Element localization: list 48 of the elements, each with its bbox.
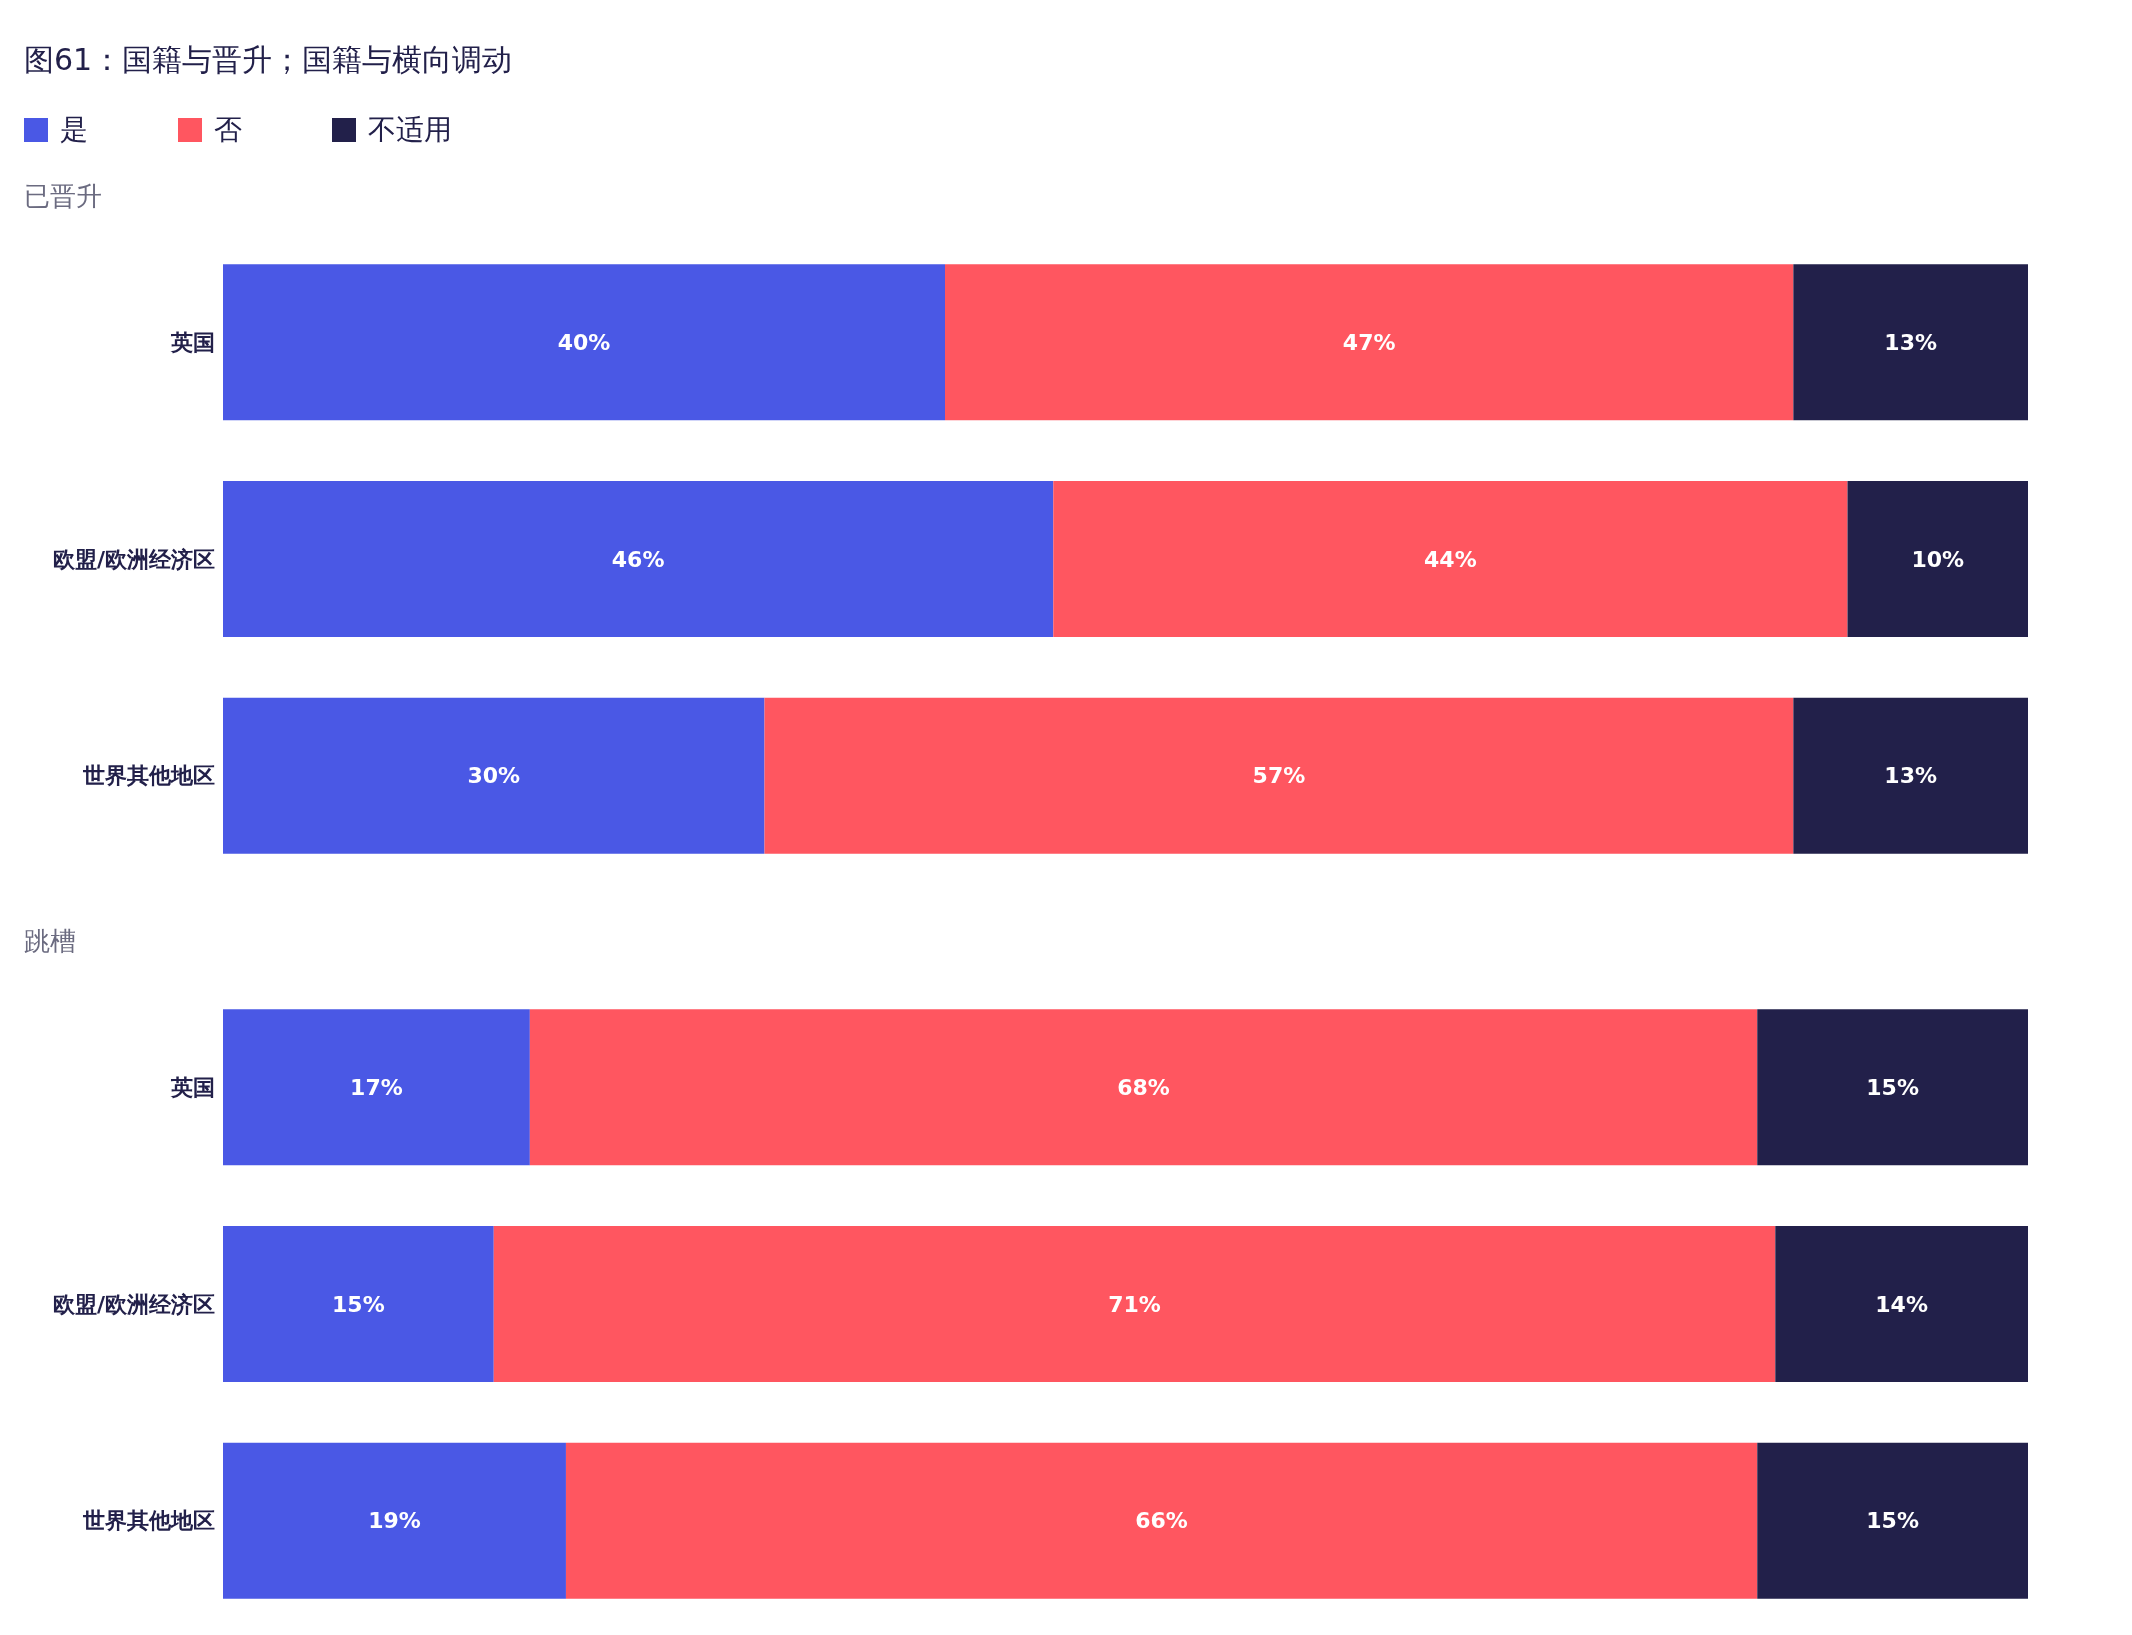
data-label: 30% bbox=[467, 763, 521, 789]
data-label: 13% bbox=[1884, 763, 1938, 789]
data-label: 44% bbox=[1424, 546, 1477, 572]
bar bbox=[1793, 697, 2028, 854]
data-label: 40% bbox=[557, 330, 611, 356]
bar bbox=[1847, 481, 2028, 637]
bar bbox=[223, 1009, 530, 1166]
chart-subtitle: 跳槽 bbox=[24, 925, 77, 958]
data-label: 71% bbox=[1108, 1291, 1161, 1317]
bar bbox=[764, 697, 1794, 854]
chart-title: 图61：国籍与晋升；国籍与横向调动 bbox=[24, 41, 514, 79]
y-tick-label: 英国 bbox=[170, 1075, 215, 1101]
bar bbox=[223, 1226, 494, 1382]
bar bbox=[1053, 481, 1848, 637]
bar bbox=[529, 1009, 1758, 1166]
bar bbox=[1757, 1009, 2028, 1166]
data-label: 13% bbox=[1884, 330, 1938, 356]
bar bbox=[1793, 264, 2028, 421]
bar bbox=[223, 1442, 566, 1599]
bar bbox=[565, 1442, 1758, 1599]
data-label: 14% bbox=[1875, 1291, 1928, 1317]
y-tick-label: 欧盟/欧洲经济区 bbox=[52, 546, 215, 572]
y-tick-label: 英国 bbox=[170, 330, 215, 356]
bar bbox=[493, 1226, 1776, 1382]
y-tick-label: 欧盟/欧洲经济区 bbox=[52, 1291, 215, 1317]
data-label: 47% bbox=[1342, 330, 1396, 356]
data-label: 15% bbox=[1866, 1075, 1919, 1101]
data-label: 19% bbox=[368, 1508, 421, 1534]
bar bbox=[223, 481, 1054, 637]
bar bbox=[1757, 1442, 2028, 1599]
data-label: 15% bbox=[332, 1291, 385, 1317]
data-label: 17% bbox=[350, 1075, 403, 1101]
y-tick-label: 世界其他地区 bbox=[82, 763, 215, 789]
chart-subtitle: 已晋升 bbox=[24, 180, 103, 213]
data-label: 10% bbox=[1911, 546, 1965, 572]
legend-label: 是 bbox=[60, 112, 88, 148]
legend-label: 不适用 bbox=[368, 112, 452, 148]
data-label: 57% bbox=[1252, 763, 1306, 789]
data-label: 68% bbox=[1117, 1075, 1170, 1101]
bar bbox=[945, 264, 1794, 421]
y-tick-label: 世界其他地区 bbox=[82, 1508, 215, 1534]
data-label: 66% bbox=[1135, 1508, 1188, 1534]
data-label: 15% bbox=[1866, 1508, 1919, 1534]
bar bbox=[1775, 1226, 2028, 1382]
legend-label: 否 bbox=[214, 112, 242, 148]
bar bbox=[223, 264, 945, 421]
data-label: 46% bbox=[611, 546, 665, 572]
bar bbox=[223, 697, 765, 854]
